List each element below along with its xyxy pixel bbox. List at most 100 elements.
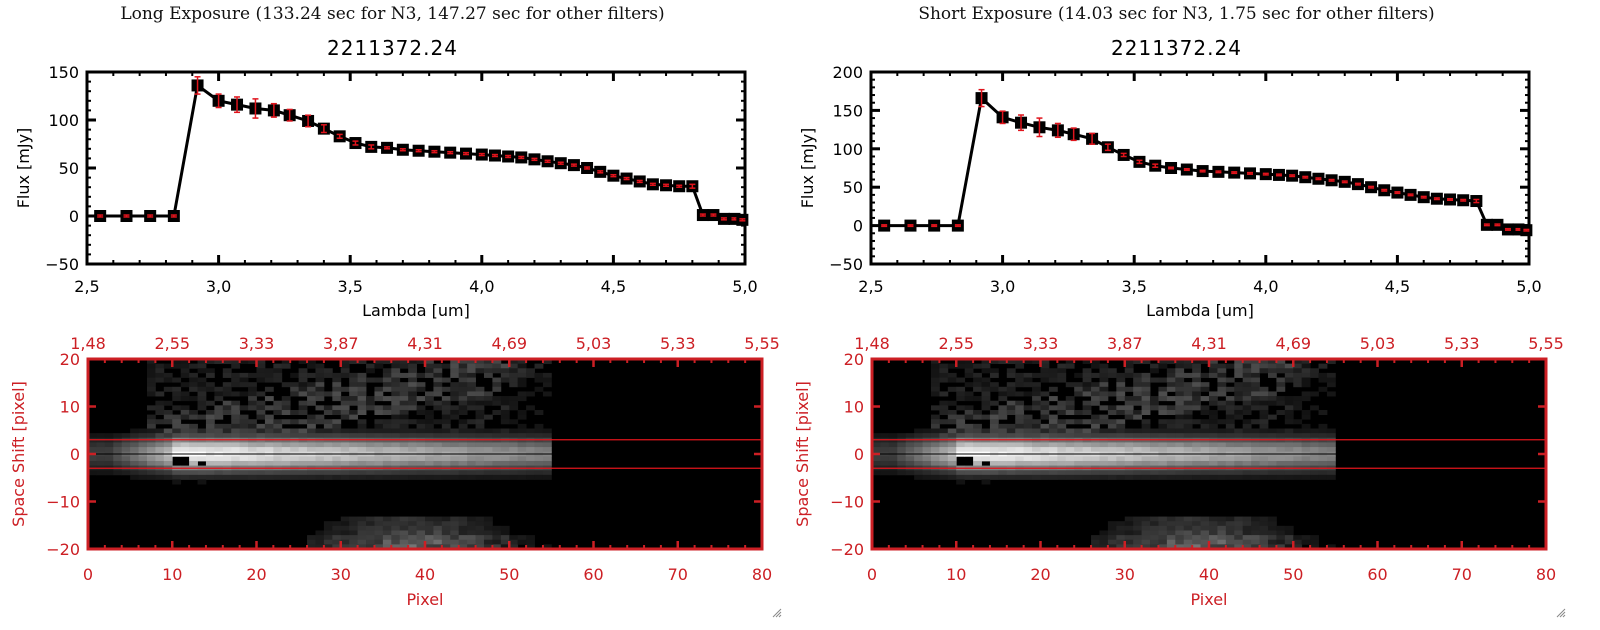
x-tick-label: 60 (583, 565, 603, 584)
image-pixel (930, 460, 940, 466)
image-pixel (542, 474, 552, 480)
image-pixel (880, 470, 890, 476)
image-pixel (214, 405, 224, 411)
image-pixel (947, 419, 957, 425)
image-pixel (180, 423, 190, 429)
short-exposure-title: Short Exposure (14.03 sec for N3, 1.75 s… (918, 4, 1435, 24)
image-pixel (1099, 539, 1109, 545)
image-pixel (1284, 400, 1294, 406)
image-pixel (163, 400, 173, 406)
image-pixel (989, 470, 999, 476)
image-pixel (307, 544, 316, 550)
image-pixel (1116, 391, 1126, 397)
image-pixel (1023, 372, 1033, 378)
x-tick-label: 4,5 (601, 277, 626, 296)
image-pixel (1133, 386, 1143, 392)
image-pixel (1301, 474, 1311, 480)
image-pixel (1242, 530, 1252, 536)
image-pixel (888, 447, 898, 453)
image-pixel (349, 521, 359, 527)
image-pixel (1200, 447, 1210, 453)
image-pixel (1015, 428, 1025, 434)
image-pixel (332, 544, 342, 550)
image-pixel (1175, 433, 1185, 439)
image-pixel (1293, 470, 1303, 476)
image-pixel (475, 525, 485, 531)
image-pixel (534, 470, 544, 476)
image-pixel (197, 470, 207, 476)
image-pixel (483, 396, 493, 402)
image-pixel (273, 433, 283, 439)
image-pixel (467, 386, 476, 392)
image-pixel (956, 423, 966, 429)
image-pixel (273, 428, 283, 434)
image-pixel (146, 460, 156, 466)
image-pixel (239, 382, 249, 388)
image-pixel (408, 456, 417, 462)
image-pixel (433, 433, 443, 439)
image-pixel (416, 470, 426, 476)
image-pixel (290, 442, 300, 448)
image-pixel (1276, 535, 1286, 541)
image-pixel (973, 456, 982, 462)
image-pixel (964, 447, 974, 453)
image-pixel (542, 359, 552, 365)
image-pixel (1234, 433, 1244, 439)
image-pixel (180, 372, 190, 378)
image-pixel (155, 456, 165, 462)
top-x-tick-label: 5,55 (1528, 334, 1564, 353)
image-pixel (172, 419, 182, 425)
image-pixel (1217, 428, 1227, 434)
image-pixel (458, 419, 468, 425)
image-pixel (307, 396, 316, 402)
x-tick-label: 20 (1030, 565, 1050, 584)
image-pixel (281, 405, 291, 411)
image-pixel (1284, 428, 1294, 434)
image-pixel (1107, 530, 1117, 536)
image-pixel (998, 456, 1008, 462)
image-pixel (1209, 447, 1218, 453)
image-pixel (1225, 525, 1235, 531)
image-pixel (947, 363, 957, 369)
resize-grip-icon[interactable] (1554, 606, 1566, 618)
image-pixel (973, 386, 982, 392)
image-pixel (1107, 405, 1117, 411)
image-pixel (1234, 414, 1244, 420)
image-pixel (399, 382, 409, 388)
image-pixel (433, 442, 443, 448)
image-pixel (180, 433, 190, 439)
image-pixel (256, 423, 266, 429)
image-pixel (1124, 396, 1134, 402)
image-pixel (1141, 535, 1151, 541)
image-pixel (441, 414, 451, 420)
image-pixel (399, 447, 409, 453)
image-pixel (205, 470, 215, 476)
image-pixel (1166, 447, 1176, 453)
image-pixel (425, 414, 434, 420)
image-pixel (222, 409, 232, 416)
image-pixel (973, 474, 982, 480)
image-pixel (298, 474, 308, 480)
image-pixel (509, 470, 519, 476)
image-pixel (458, 372, 468, 378)
image-pixel (382, 428, 392, 434)
image-pixel (939, 456, 949, 462)
image-pixel (180, 474, 190, 480)
image-pixel (1065, 359, 1075, 365)
image-pixel (483, 539, 493, 545)
image-pixel (130, 447, 139, 453)
image-pixel (1301, 442, 1311, 448)
image-pixel (146, 428, 156, 434)
image-pixel (1124, 460, 1134, 466)
image-pixel (264, 442, 274, 448)
image-pixel (475, 414, 485, 420)
image-pixel (947, 409, 957, 416)
image-pixel (349, 396, 359, 402)
image-pixel (1225, 470, 1235, 476)
image-pixel (542, 382, 552, 388)
resize-grip-icon[interactable] (770, 606, 782, 618)
image-pixel (897, 460, 907, 466)
image-pixel (1259, 530, 1269, 536)
image-pixel (155, 391, 165, 397)
image-pixel (1242, 442, 1252, 448)
